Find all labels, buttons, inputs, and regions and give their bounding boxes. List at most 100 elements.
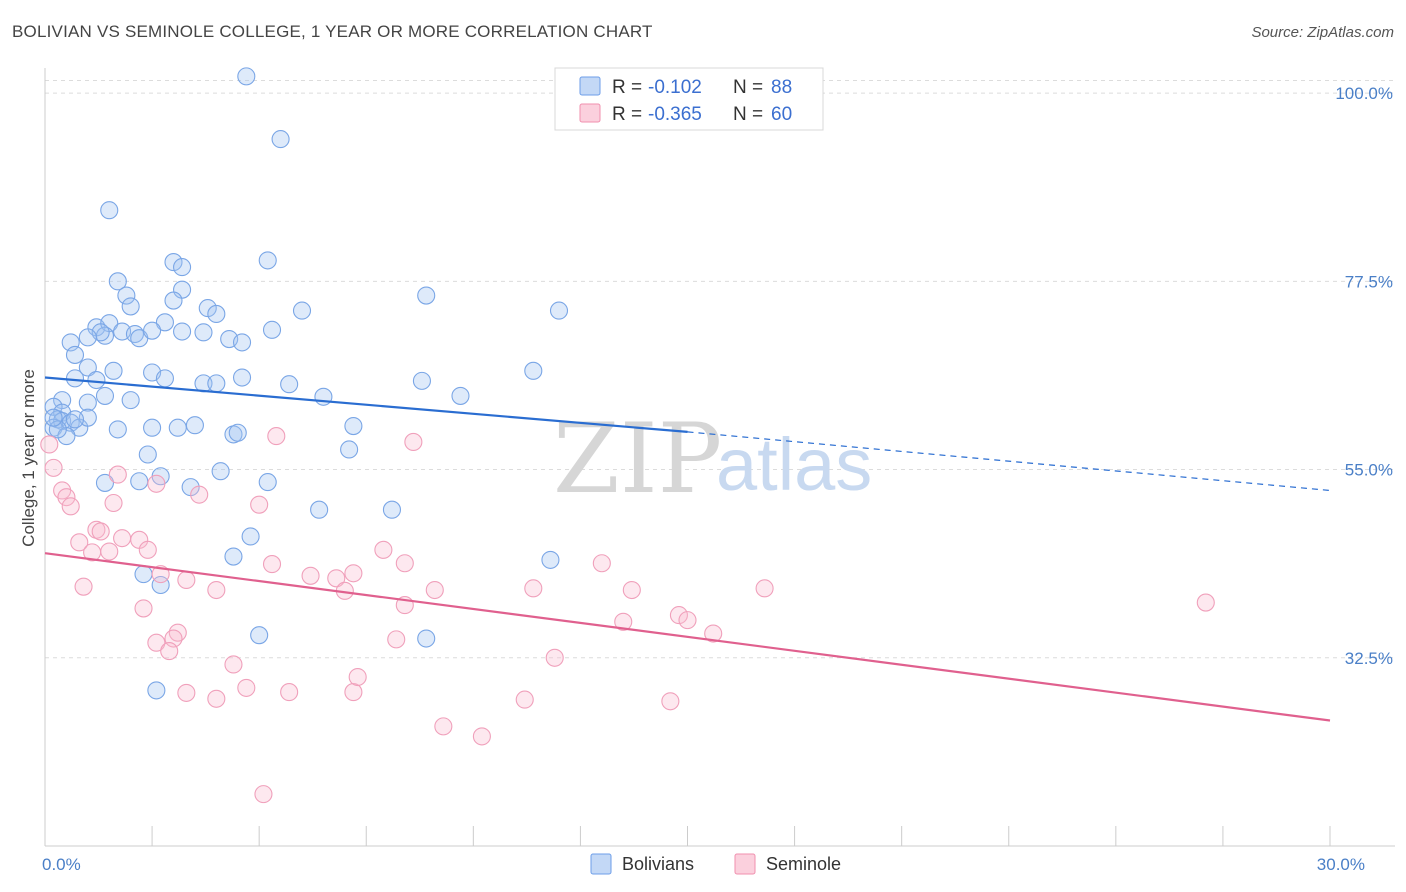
seminole-point bbox=[70, 533, 89, 552]
seminole-point bbox=[755, 579, 774, 598]
axes bbox=[44, 68, 1395, 847]
bolivian-point bbox=[232, 333, 252, 352]
seminole-point bbox=[348, 667, 367, 687]
bolivians-trend-extension bbox=[687, 431, 1331, 492]
bolivian-point bbox=[44, 408, 63, 427]
seminole-point bbox=[661, 692, 680, 711]
bolivian-point bbox=[412, 371, 431, 390]
tick-labels: 100.0% 77.5% 55.0% 32.5% 0.0% 30.0% bbox=[42, 84, 1393, 874]
bolivian-point bbox=[382, 500, 402, 519]
bolivian-point bbox=[173, 322, 192, 341]
bolivian-point bbox=[151, 575, 170, 595]
legend-seminole-label: Seminole bbox=[766, 854, 841, 874]
watermark-atlas: atlas bbox=[716, 423, 872, 506]
bolivian-point bbox=[100, 201, 119, 220]
seminole-point bbox=[147, 474, 166, 493]
bolivian-point bbox=[155, 313, 174, 332]
seminole-point bbox=[160, 642, 179, 661]
bolivian-point bbox=[147, 681, 166, 700]
bolivian-point bbox=[121, 391, 140, 410]
legend-r-value-2: -0.365 bbox=[648, 104, 702, 125]
seminole-point bbox=[91, 522, 110, 541]
bolivian-point bbox=[95, 386, 115, 405]
seminole-point bbox=[224, 655, 243, 674]
bolivian-point bbox=[271, 130, 290, 149]
bolivian-point bbox=[130, 472, 149, 491]
legend-n-label-2: N = bbox=[733, 104, 763, 125]
seminole-point bbox=[250, 495, 269, 514]
x-tick-label: 30.0% bbox=[1317, 855, 1365, 874]
chart-title: BOLIVIAN VS SEMINOLE COLLEGE, 1 YEAR OR … bbox=[12, 22, 653, 41]
seminole-point bbox=[344, 564, 363, 583]
seminole-point bbox=[280, 683, 299, 702]
bolivian-point bbox=[451, 386, 470, 405]
seminole-point bbox=[515, 690, 534, 709]
bolivian-point bbox=[134, 565, 153, 584]
bolivian-point bbox=[164, 253, 183, 272]
bolivian-point bbox=[173, 258, 192, 277]
seminole-point bbox=[704, 624, 723, 643]
seminole-point bbox=[1196, 593, 1215, 612]
y-tick-label: 77.5% bbox=[1345, 272, 1393, 291]
stats-legend: R = -0.102 N = 88 R = -0.365 N = 60 bbox=[554, 67, 824, 131]
seminole-point bbox=[524, 579, 543, 598]
seminole-point bbox=[61, 497, 80, 516]
seminole-point bbox=[177, 683, 196, 702]
bolivian-point bbox=[104, 361, 123, 380]
seminole-point bbox=[434, 717, 453, 736]
y-tick-label: 55.0% bbox=[1345, 461, 1393, 480]
seminole-point bbox=[545, 648, 564, 667]
seminole-point bbox=[138, 540, 157, 559]
legend-n-label-1: N = bbox=[733, 77, 763, 98]
x-tick-label: 0.0% bbox=[42, 855, 81, 874]
bolivian-point bbox=[185, 416, 204, 435]
bolivian-point bbox=[207, 304, 226, 323]
seminole-point bbox=[237, 678, 256, 697]
seminole-point bbox=[592, 554, 611, 573]
legend-r-value-1: -0.102 bbox=[648, 77, 702, 98]
seminole-point bbox=[301, 566, 320, 585]
bolivian-point bbox=[232, 368, 252, 387]
bolivian-point bbox=[207, 374, 226, 393]
bolivian-point bbox=[117, 286, 136, 305]
legend-r-label-2: R = bbox=[612, 104, 642, 125]
seminole-point bbox=[44, 458, 63, 477]
bolivian-point bbox=[138, 445, 157, 464]
bolivian-point bbox=[143, 418, 162, 437]
legend-bolivians-label: Bolivians bbox=[622, 854, 694, 874]
bolivian-point bbox=[108, 420, 127, 439]
source-label: Source: ZipAtlas.com bbox=[1251, 24, 1394, 41]
seminole-point bbox=[404, 432, 423, 451]
seminole-point bbox=[40, 435, 59, 454]
legend-bolivians-swatch bbox=[590, 853, 612, 875]
seminole-point bbox=[147, 633, 166, 652]
seminole-point bbox=[134, 599, 153, 618]
seminole-point bbox=[327, 569, 346, 588]
seminole-point bbox=[614, 612, 633, 631]
seminole-point bbox=[190, 485, 209, 504]
bolivians-trend-line bbox=[44, 376, 688, 433]
seminole-trend-line bbox=[44, 552, 1331, 722]
bolivian-point bbox=[258, 251, 277, 270]
series-legend: Bolivians Seminole bbox=[590, 853, 841, 875]
bolivian-point bbox=[78, 328, 97, 347]
bolivian-point bbox=[143, 321, 162, 340]
seminole-point bbox=[104, 493, 123, 513]
seminole-point bbox=[344, 683, 363, 702]
seminole-point bbox=[177, 570, 196, 590]
legend-n-value-1: 88 bbox=[771, 77, 792, 98]
seminole-point bbox=[425, 580, 444, 600]
seminole-point bbox=[374, 540, 393, 559]
watermark-zip: ZIP bbox=[553, 403, 722, 515]
bolivian-point bbox=[224, 547, 243, 566]
bolivians-swatch bbox=[579, 76, 601, 96]
bolivian-point bbox=[65, 410, 85, 429]
bolivian-point bbox=[541, 550, 560, 569]
seminole-point bbox=[262, 555, 282, 574]
bolivian-point bbox=[164, 291, 183, 310]
seminole-point bbox=[113, 529, 132, 548]
seminole-point bbox=[622, 580, 641, 600]
bolivian-point bbox=[292, 301, 312, 320]
y-tick-label: 32.5% bbox=[1345, 649, 1393, 668]
bolivian-point bbox=[340, 440, 359, 459]
